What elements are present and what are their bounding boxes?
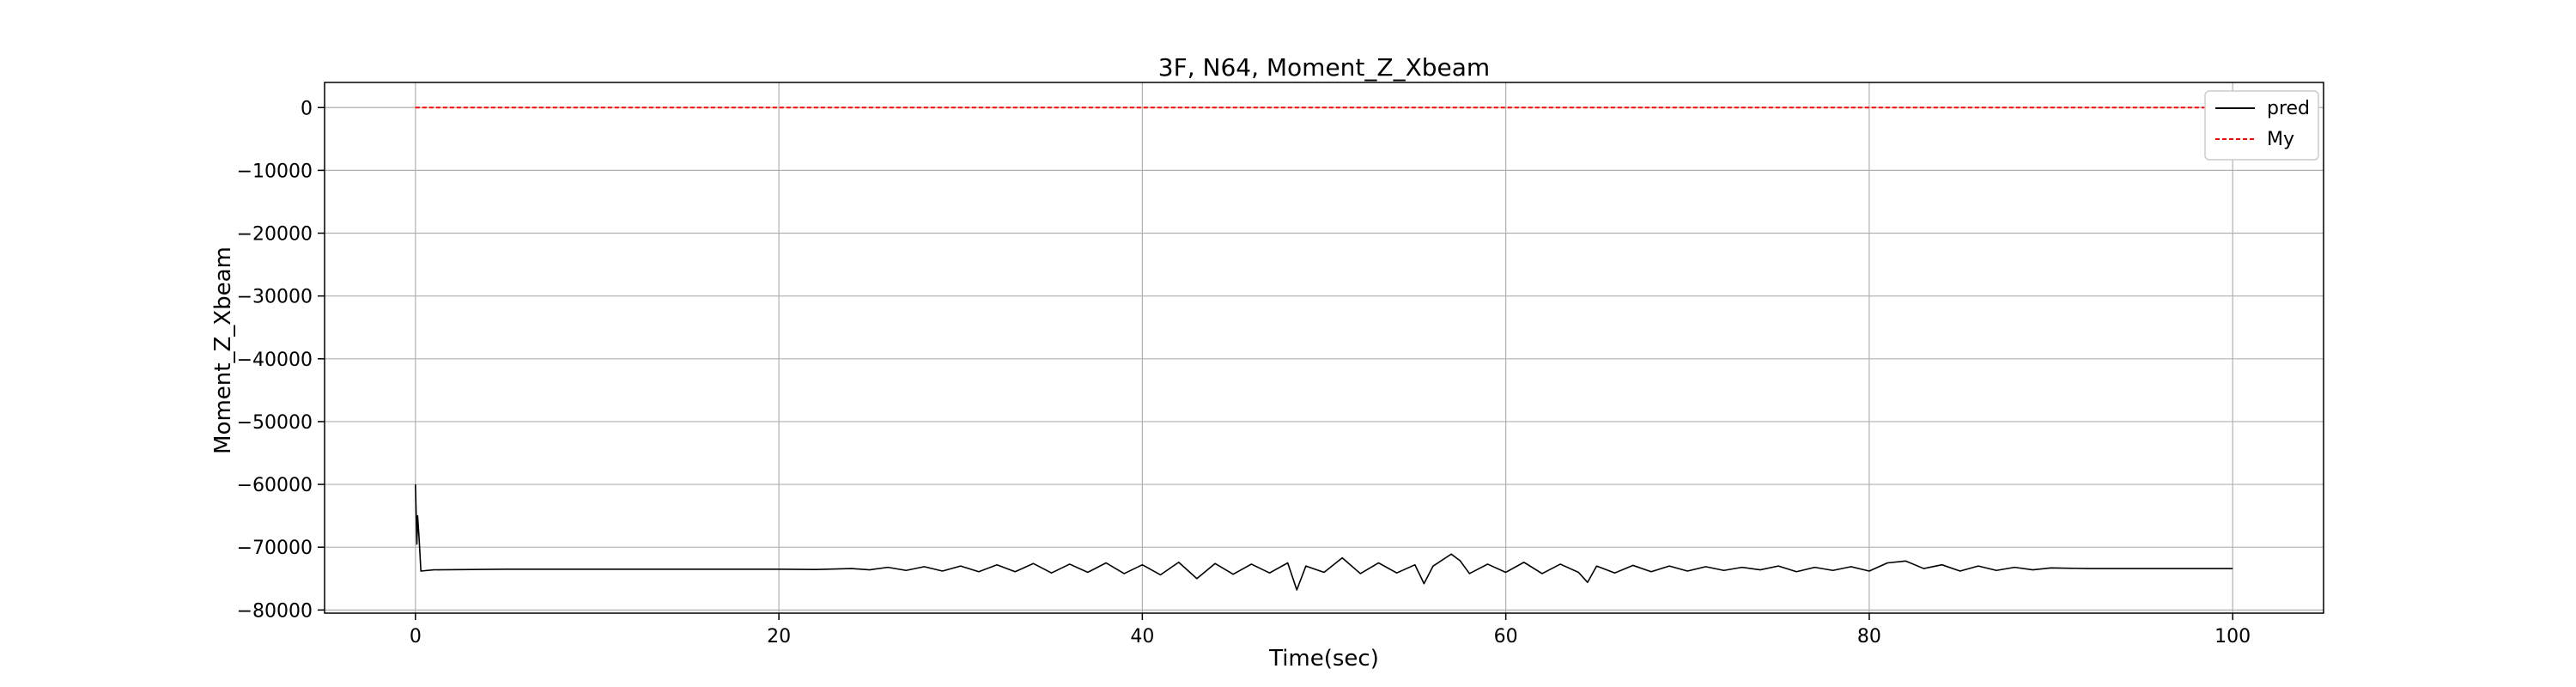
y-axis-label: Moment_Z_Xbeam [210, 246, 236, 454]
legend: pred My [2204, 90, 2319, 161]
y-tick-label: −80000 [237, 600, 313, 622]
legend-label-pred: pred [2267, 98, 2310, 119]
y-tick-label: −70000 [237, 538, 313, 559]
tick-layer: 0 20 40 60 80 100 0 −10000 −20000 −30000 −40000 −50… [237, 98, 2251, 647]
x-tick-label: 20 [767, 626, 791, 647]
grid-layer [325, 82, 2324, 613]
chart-title: 3F, N64, Moment_Z_Xbeam [1158, 53, 1490, 82]
legend-label-my: My [2267, 129, 2294, 150]
y-tick-label: −30000 [237, 287, 313, 308]
y-tick-label: −40000 [237, 350, 313, 371]
y-tick-label: −10000 [237, 161, 313, 182]
plot-frame [324, 82, 2324, 614]
series-line-pred [415, 484, 2233, 591]
x-tick-label: 100 [2215, 626, 2251, 647]
series-layer [415, 106, 2233, 591]
x-tick-label: 60 [1494, 626, 1518, 647]
x-tick-label: 80 [1857, 626, 1881, 647]
y-tick-label: −50000 [237, 412, 313, 434]
x-axis-label: Time(sec) [1268, 646, 1379, 672]
x-tick-label: 40 [1130, 626, 1154, 647]
x-tick-label: 0 [410, 626, 422, 647]
y-tick-label: 0 [301, 98, 313, 119]
y-tick-label: −20000 [237, 224, 313, 246]
y-tick-label: −60000 [237, 475, 313, 496]
